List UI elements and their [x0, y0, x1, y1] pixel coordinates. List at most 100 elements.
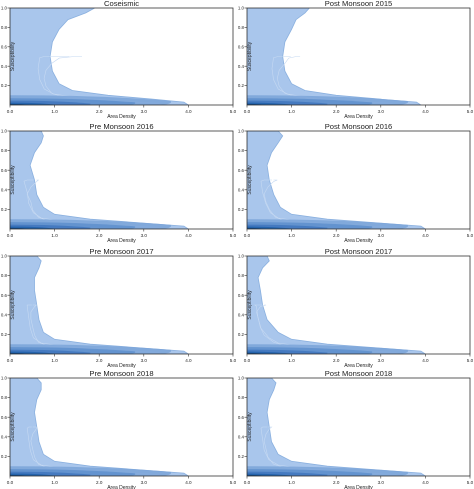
chart-panel-6: 0.0 1.0 2.0 3.0 4.0 5.0 0.2 0.4 0.6 0.8 1.0 Post Mo… [238, 247, 474, 369]
x-tick-label: 3.0 [378, 233, 385, 238]
x-tick-label: 4.0 [422, 480, 429, 485]
x-axis-label: Area Density [107, 114, 136, 120]
y-tick-label: 0.8 [238, 25, 245, 30]
x-tick-label: 1.0 [288, 358, 295, 363]
x-axis-label: Area Density [344, 238, 373, 244]
x-tick-label: 3.0 [141, 358, 148, 363]
x-tick-label: 4.0 [185, 233, 192, 238]
x-axis-label: Area Density [344, 363, 373, 369]
y-axis-label: Susceptibility [247, 290, 253, 320]
axes-frame [9, 377, 234, 477]
x-tick-label: 5.0 [467, 480, 474, 485]
chart-panel-5: 0.0 1.0 2.0 3.0 4.0 5.0 0.2 0.4 0.6 0.8 1.0 Pre Mon… [1, 247, 237, 369]
y-tick-label: 0.8 [1, 25, 8, 30]
chart-panel-3: 0.0 1.0 2.0 3.0 4.0 5.0 0.2 0.4 0.6 0.8 1.0 Pre Mon… [1, 122, 237, 244]
y-axis-label: Susceptibility [10, 41, 16, 71]
x-axis-label: Area Density [107, 238, 136, 244]
x-tick-label: 2.0 [333, 358, 340, 363]
chart-panel-4: 0.0 1.0 2.0 3.0 4.0 5.0 0.2 0.4 0.6 0.8 1.0 Post Mo… [238, 122, 474, 244]
chart-panel-8: 0.0 1.0 2.0 3.0 4.0 5.0 0.2 0.4 0.6 0.8 1.0 Post Mo… [238, 369, 474, 489]
y-tick-label: 0.2 [238, 207, 245, 212]
x-tick-label: 2.0 [333, 233, 340, 238]
y-tick-label: 0.2 [238, 332, 245, 337]
x-tick-label: 1.0 [51, 233, 58, 238]
chart-title: Post Monsoon 2017 [325, 247, 393, 256]
x-tick-label: 4.0 [422, 358, 429, 363]
x-tick-label: 5.0 [467, 233, 474, 238]
x-axis-label: Area Density [344, 114, 373, 120]
x-tick-label: 4.0 [422, 109, 429, 114]
x-tick-label: 2.0 [333, 109, 340, 114]
axes-frame [246, 377, 471, 477]
chart-title: Pre Monsoon 2017 [89, 247, 153, 256]
x-tick-label: 3.0 [378, 109, 385, 114]
y-tick-label: 0.6 [1, 293, 8, 298]
y-axis-label: Susceptibility [247, 412, 253, 442]
x-tick-label: 1.0 [288, 109, 295, 114]
x-tick-label: 0.0 [244, 358, 251, 363]
density-area [247, 8, 422, 105]
chart-title: Post Monsoon 2016 [325, 122, 393, 131]
x-tick-label: 3.0 [378, 358, 385, 363]
y-tick-label: 0.4 [238, 312, 245, 317]
x-tick-label: 0.0 [7, 358, 14, 363]
x-tick-label: 5.0 [467, 358, 474, 363]
x-tick-label: 4.0 [185, 358, 192, 363]
density-area [247, 256, 427, 354]
y-tick-label: 0.4 [238, 434, 245, 439]
y-tick-label: 1.0 [238, 6, 245, 11]
chart-panel-2: 0.0 1.0 2.0 3.0 4.0 5.0 0.2 0.4 0.6 0.8 1.0 Post Mo… [238, 0, 474, 120]
y-tick-label: 0.4 [238, 187, 245, 192]
density-area [10, 8, 190, 105]
x-tick-label: 0.0 [7, 109, 14, 114]
x-tick-label: 5.0 [230, 109, 237, 114]
x-tick-label: 3.0 [141, 233, 148, 238]
y-axis-label: Susceptibility [247, 41, 253, 71]
y-tick-label: 0.2 [1, 207, 8, 212]
y-tick-label: 1.0 [238, 129, 245, 134]
x-tick-label: 0.0 [7, 480, 14, 485]
x-tick-label: 3.0 [141, 480, 148, 485]
y-tick-label: 0.6 [1, 44, 8, 49]
y-tick-label: 0.2 [1, 332, 8, 337]
y-tick-label: 0.8 [238, 273, 245, 278]
y-tick-label: 0.6 [238, 44, 245, 49]
y-tick-label: 1.0 [1, 376, 8, 381]
x-tick-label: 2.0 [333, 480, 340, 485]
x-tick-label: 5.0 [230, 233, 237, 238]
x-tick-label: 5.0 [230, 358, 237, 363]
x-tick-label: 0.0 [244, 480, 251, 485]
y-tick-label: 0.2 [238, 83, 245, 88]
y-tick-label: 0.6 [238, 293, 245, 298]
chart-title: Post Monsoon 2015 [325, 0, 393, 8]
x-tick-label: 2.0 [96, 233, 103, 238]
y-tick-label: 1.0 [1, 254, 8, 259]
y-tick-label: 0.4 [1, 187, 8, 192]
x-tick-label: 2.0 [96, 480, 103, 485]
x-tick-label: 2.0 [96, 358, 103, 363]
y-tick-label: 0.6 [1, 168, 8, 173]
x-tick-label: 3.0 [141, 109, 148, 114]
y-tick-label: 1.0 [1, 6, 8, 11]
x-tick-label: 2.0 [96, 109, 103, 114]
x-tick-label: 4.0 [422, 233, 429, 238]
y-tick-label: 0.4 [1, 64, 8, 69]
y-tick-label: 0.8 [1, 395, 8, 400]
y-tick-label: 0.2 [1, 454, 8, 459]
y-tick-label: 0.4 [238, 64, 245, 69]
axes-frame [9, 130, 234, 230]
x-tick-label: 0.0 [7, 233, 14, 238]
x-tick-label: 1.0 [288, 480, 295, 485]
y-axis-label: Susceptibility [10, 165, 16, 195]
axes-frame [246, 7, 471, 106]
y-tick-label: 0.6 [238, 415, 245, 420]
x-tick-label: 0.0 [244, 109, 251, 114]
y-tick-label: 0.2 [1, 83, 8, 88]
y-tick-label: 0.6 [238, 168, 245, 173]
x-axis-label: Area Density [107, 485, 136, 489]
axes-frame [9, 255, 234, 355]
x-tick-label: 4.0 [185, 109, 192, 114]
y-tick-label: 0.2 [238, 454, 245, 459]
density-area [247, 378, 427, 476]
y-axis-label: Susceptibility [10, 412, 16, 442]
